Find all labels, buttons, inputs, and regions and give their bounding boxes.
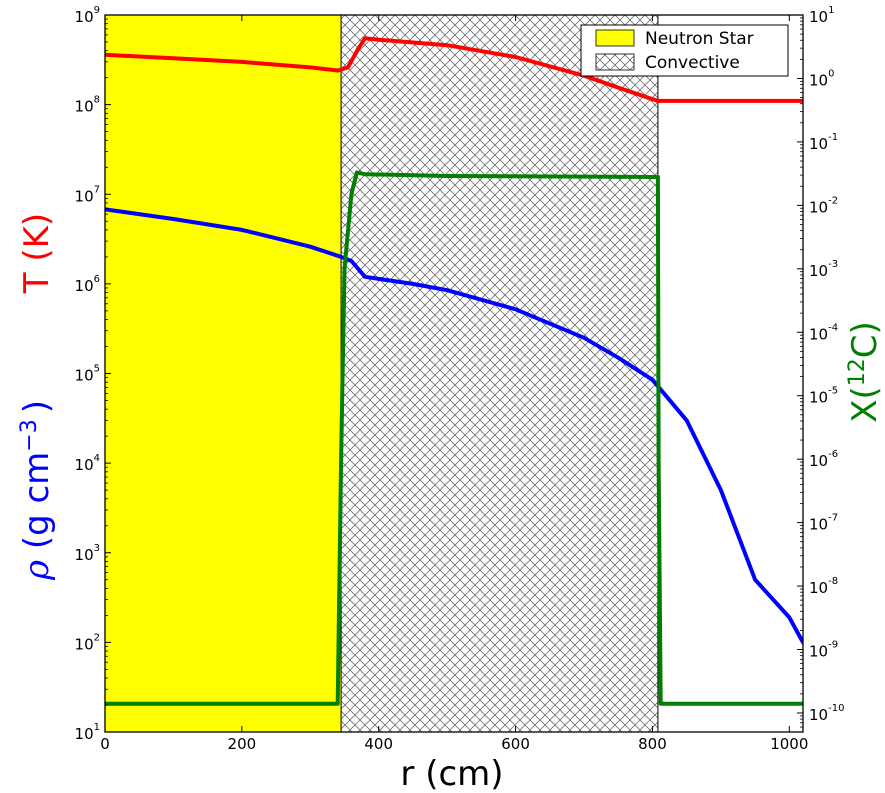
legend: Neutron Star Convective [580, 24, 789, 77]
left-tick-label: 103 [75, 543, 100, 564]
x-tick-label: 0 [100, 735, 110, 753]
legend-label-convective: Convective [645, 53, 740, 73]
right-tick-label: 10-6 [809, 449, 838, 470]
left-tick-label: 105 [75, 364, 100, 385]
x-ticks: 0 200 400 600 800 1000 [100, 15, 808, 753]
right-tick-label: 10-1 [809, 132, 838, 153]
right-tick-label: 10-9 [809, 640, 838, 661]
left-axis-ticks: 101 102 103 104 105 106 107 108 109 [75, 5, 111, 743]
left-tick-label: 102 [75, 632, 100, 653]
right-tick-label: 10-10 [809, 703, 844, 724]
right-tick-label: 100 [809, 68, 834, 89]
legend-swatch-neutron-star [595, 29, 635, 47]
right-tick-label: 10-2 [809, 195, 838, 216]
right-tick-label: 10-7 [809, 513, 838, 534]
right-axis-ticks: 10-10 10-9 10-8 10-7 10-6 10-5 10-4 10-3 10-2 10-… [797, 5, 844, 728]
x-tick-label: 800 [638, 735, 667, 753]
legend-label-neutron-star: Neutron Star [645, 29, 754, 49]
left-tick-label: 101 [75, 722, 100, 743]
convective-region [341, 15, 658, 732]
legend-swatch-convective [595, 53, 635, 71]
right-tick-label: 10-4 [809, 322, 838, 343]
temperature-line [105, 36, 803, 103]
left-tick-label: 108 [75, 95, 100, 116]
left-tick-label: 104 [75, 453, 100, 474]
x-tick-label: 1000 [770, 735, 808, 753]
x-axis-title: r (cm) [400, 754, 503, 793]
right-axis-title-carbon: X(12C) [845, 321, 885, 423]
left-tick-label: 107 [75, 184, 100, 205]
right-tick-label: 101 [809, 5, 834, 26]
density-line [105, 207, 803, 645]
x-tick-label: 600 [501, 735, 530, 753]
series-lines [105, 36, 803, 706]
carbon-line [105, 170, 803, 706]
right-tick-label: 10-3 [809, 259, 838, 280]
left-tick-label: 106 [75, 274, 100, 295]
left-tick-label: 109 [75, 5, 100, 26]
right-tick-label: 10-8 [809, 576, 838, 597]
right-tick-label: 10-5 [809, 386, 838, 407]
regions [105, 15, 659, 732]
left-axis-title-temperature: T (K) [17, 213, 57, 294]
x-tick-label: 400 [364, 735, 393, 753]
x-tick-label: 200 [228, 735, 257, 753]
left-axis-title-density: ρ (g cm−3) [17, 400, 57, 581]
neutron-star-region [105, 15, 342, 732]
